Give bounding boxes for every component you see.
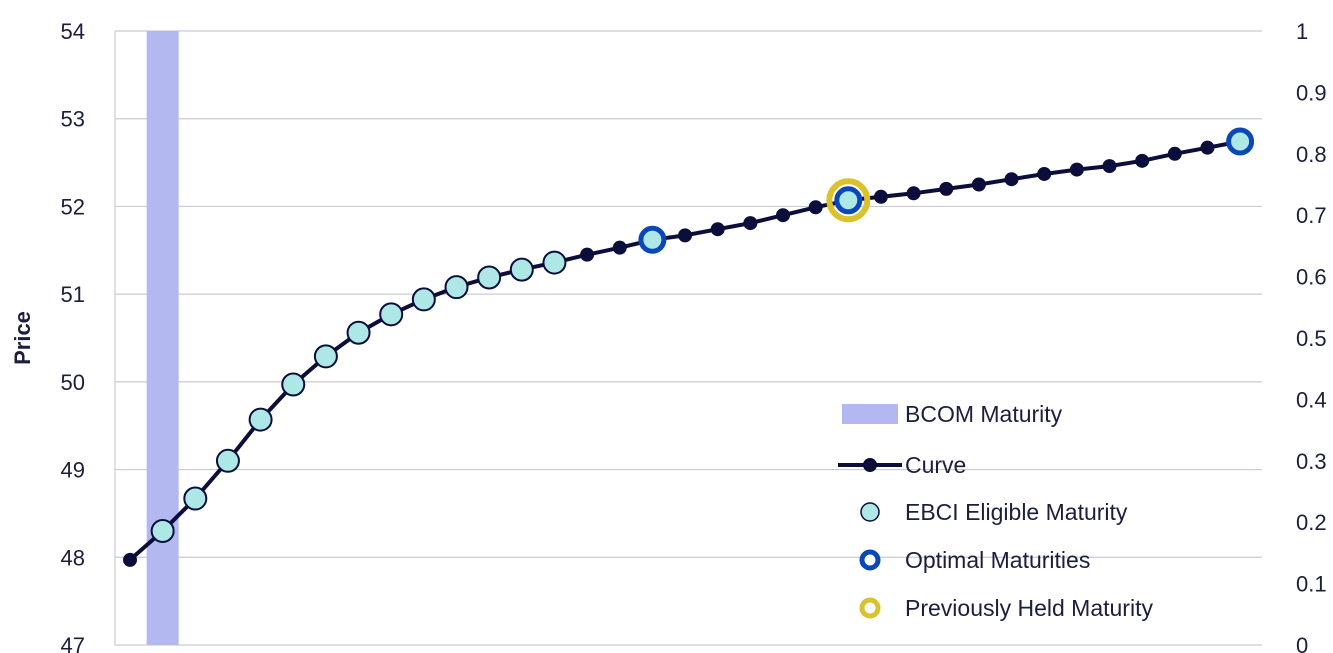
legend-label-curve: Curve [905,452,966,478]
legend-label-ebci: EBCI Eligible Maturity [905,499,1128,525]
y2-tick-label: 0.9 [1296,80,1327,105]
curve-point [873,189,888,204]
curve-point [808,200,823,215]
y-axis-ticks: 47 48 49 50 51 52 53 54 [61,19,85,653]
legend-optimal-marker [859,549,881,571]
optimal-maturity-marker [1226,127,1255,156]
curve-point [612,240,627,255]
ebci-eligible-marker [183,486,208,511]
legend-label-previous: Previously Held Maturity [905,595,1153,621]
ebci-eligible-marker [509,257,534,282]
gridlines [114,30,1262,646]
y-tick-label: 50 [61,370,85,395]
curve-point [1102,159,1117,174]
ebci-eligible-marker [248,407,273,432]
legend-previous-marker [859,597,881,619]
optimal-maturity-marker [638,225,667,254]
legend-label-bcom: BCOM Maturity [905,401,1063,427]
curve-point [1200,140,1215,155]
curve-point [1069,162,1084,177]
curve-point [1004,172,1019,187]
y-tick-label: 47 [61,633,85,653]
ebci-eligible-marker [215,448,240,473]
ebci-eligible-marker [150,518,175,543]
curve-point [776,208,790,223]
ebci-eligible-marker [444,275,469,300]
curve-point [1135,153,1150,168]
curve-point [1037,166,1052,181]
y2-tick-label: 1 [1296,19,1308,44]
legend-bcom-swatch [842,404,898,424]
curve-line [128,139,1241,562]
y2-tick-label: 0 [1296,633,1308,653]
ebci-eligible-marker [379,302,404,327]
bcom-maturity-bar [146,31,179,645]
y-tick-label: 51 [61,282,85,307]
y2-tick-label: 0.3 [1296,449,1327,474]
curve-point [906,186,921,201]
ebci-eligible-marker [411,287,436,312]
curve-point [1167,146,1182,161]
y-axis-label: Price [10,311,35,365]
curve-point [678,228,693,243]
y-tick-label: 54 [61,19,85,44]
y2-axis-ticks: 0 0.1 0.2 0.3 0.4 0.5 0.6 0.7 0.8 0.9 1 [1296,19,1327,653]
y2-tick-label: 0.1 [1296,572,1327,597]
curve-point [123,552,137,567]
y-tick-label: 53 [61,107,85,132]
ebci-eligible-marker [542,250,567,275]
curve-series [128,139,1241,562]
y-tick-label: 49 [61,458,85,483]
maturity-markers [123,127,1255,567]
y2-tick-label: 0.2 [1296,510,1327,535]
ebci-eligible-marker [313,344,338,369]
ebci-eligible-marker [281,372,306,397]
legend-label-optimal: Optimal Maturities [905,547,1090,573]
curve-point [939,181,954,196]
y2-tick-label: 0.8 [1296,142,1327,167]
legend-ebci-marker [860,502,880,522]
curve-point [743,216,758,231]
curve-point [971,177,986,192]
legend: BCOM Maturity Curve EBCI Eligible Maturity… [838,401,1153,621]
ebci-eligible-marker [477,265,502,290]
curve-point [710,222,725,237]
y2-tick-label: 0.4 [1296,387,1327,412]
bcom-maturity-band [146,31,179,645]
y2-tick-label: 0.5 [1296,326,1327,351]
legend-curve-dot [863,458,877,472]
curve-point [580,247,595,262]
optimal-maturity-marker [834,186,863,215]
y-tick-label: 48 [61,545,85,570]
previously-held-marker [826,178,871,223]
y2-tick-label: 0.7 [1296,203,1327,228]
y-tick-label: 52 [61,194,85,219]
ebci-eligible-marker [346,320,371,345]
y2-tick-label: 0.6 [1296,265,1327,290]
